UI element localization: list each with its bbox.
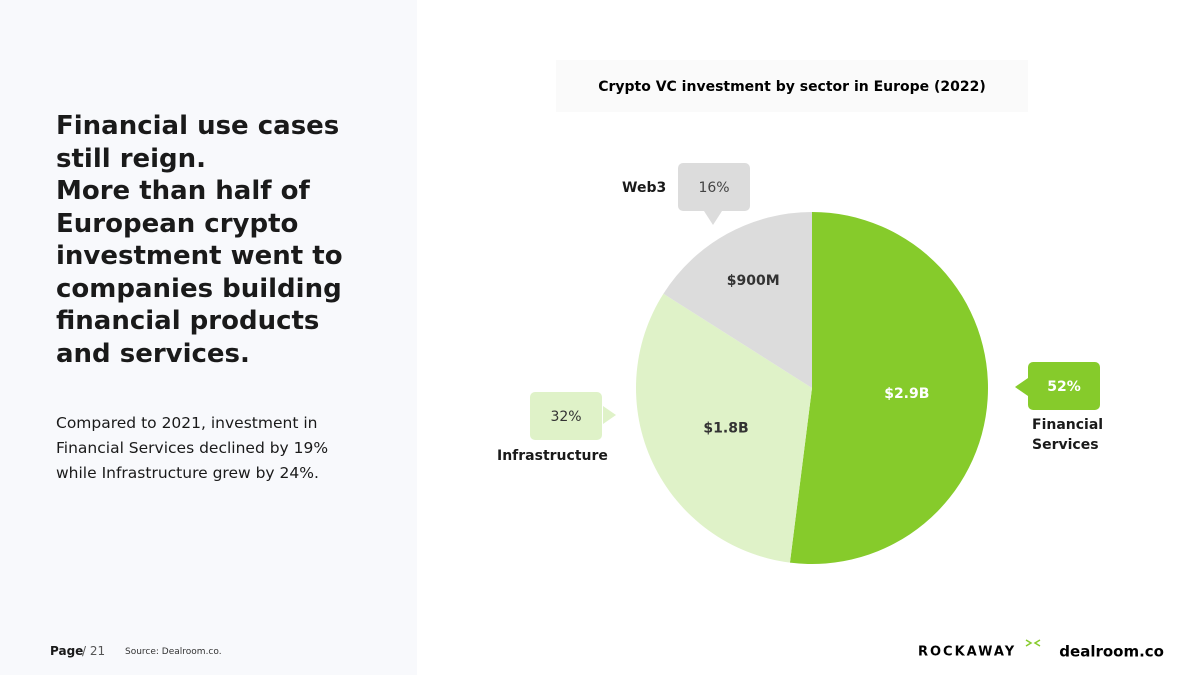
percent-label: 16% bbox=[698, 180, 729, 196]
headline: Financial use cases still reign. bbox=[56, 111, 340, 174]
callout-box bbox=[1028, 362, 1100, 410]
headline: More than half of European crypto invest… bbox=[56, 176, 343, 369]
amount-label: $2.9B bbox=[884, 386, 929, 402]
pie-slice bbox=[789, 212, 988, 564]
percent-label: 32% bbox=[550, 409, 581, 425]
logo-mark bbox=[1025, 639, 1041, 647]
page-label: Page bbox=[50, 644, 84, 658]
callout-pointer bbox=[704, 211, 722, 225]
callout-box bbox=[530, 392, 602, 440]
pie-slice bbox=[636, 293, 812, 563]
callout-box bbox=[678, 163, 750, 211]
page-number: / 21 bbox=[82, 644, 106, 658]
left-panel: Financial use cases still reign. More th… bbox=[0, 0, 417, 675]
body-text: Compared to 2021, investment in Financia… bbox=[56, 414, 329, 482]
category-label: Web3 bbox=[622, 180, 667, 196]
amount-label: $900M bbox=[727, 273, 780, 289]
chart-title: Crypto VC investment by sector in Europe… bbox=[598, 79, 986, 95]
category-label: Infrastructure bbox=[497, 448, 608, 464]
logo: dealroom.co bbox=[1059, 643, 1164, 661]
title-box bbox=[556, 60, 1028, 112]
category-label: Financial Services bbox=[1032, 417, 1104, 453]
callout-pointer bbox=[1015, 378, 1028, 396]
callout-pointer bbox=[603, 406, 616, 424]
source: Source: Dealroom.co. bbox=[125, 647, 222, 657]
pie-slice bbox=[663, 212, 812, 388]
logo: ROCKAWAY bbox=[918, 645, 1016, 660]
percent-label: 52% bbox=[1047, 379, 1081, 395]
amount-label: $1.8B bbox=[703, 420, 748, 436]
